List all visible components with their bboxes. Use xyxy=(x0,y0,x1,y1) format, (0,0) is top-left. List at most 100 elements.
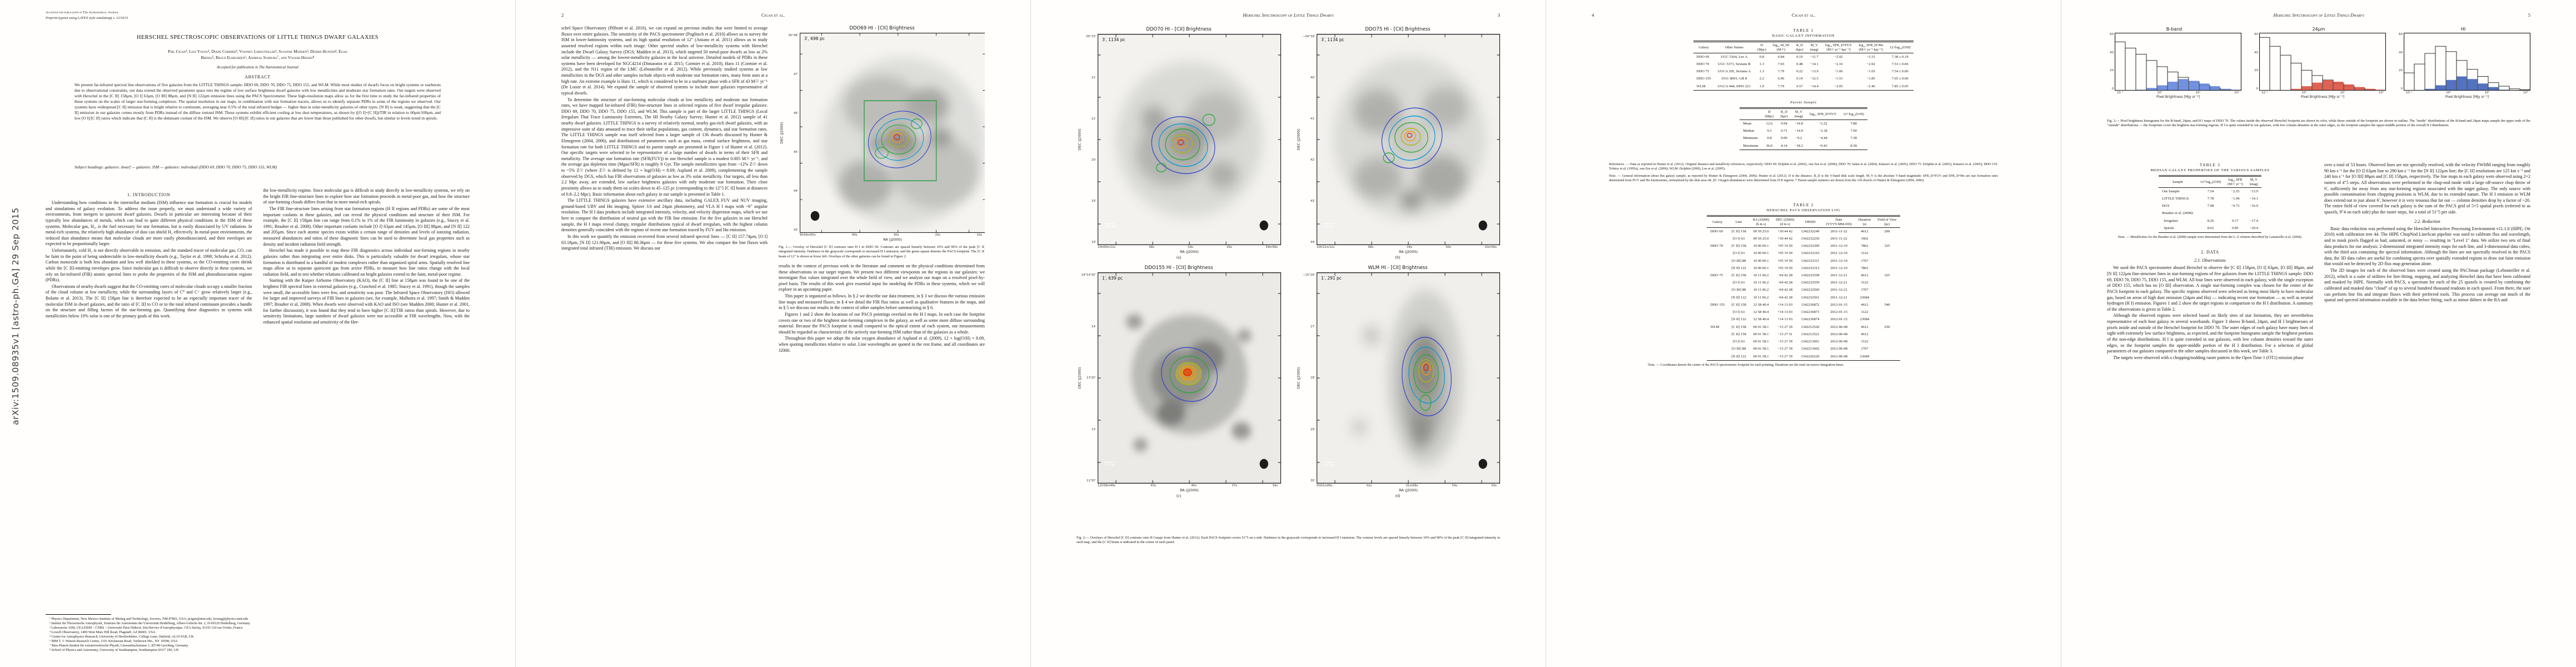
ylabel-text: DEC (J2000) xyxy=(1077,367,1082,389)
page-4: 4 Cigan et al. TABLE 1 Basic Galaxy Info… xyxy=(1546,0,2061,667)
cii-contours xyxy=(1161,347,1218,402)
histogram-bar-inside xyxy=(2220,88,2231,91)
ylabel-text: DEC (J2000) xyxy=(1077,128,1082,151)
table-cell: 2012-06-08 xyxy=(1830,347,1848,351)
table-cell: Maximum xyxy=(1743,143,1758,148)
body-blocks: schel Space Observatory (Pilbratt et al.… xyxy=(561,26,768,252)
table-cell: −1.85 xyxy=(1866,77,1875,81)
panel-c-title: DDO155 HI - [CII] Brightness xyxy=(1144,265,1213,271)
table-cell: 2012-06-08 xyxy=(1830,354,1848,359)
data-section-blocks: 2. DATA 2.1. Observations We used the PACS… xyxy=(2107,245,2313,361)
hist-xlabel: Pixel Brightness [MJy sr⁻¹] xyxy=(2445,95,2489,99)
hi-map-svg xyxy=(1098,34,1281,245)
column-header: M_V (mag) xyxy=(1791,107,1806,121)
table-row: [O I] 63 10 11 06.2 −04 42 28 1342232559 201… xyxy=(1707,280,1900,287)
histogram-bar-inside xyxy=(2488,87,2499,91)
table-cell: [O III] 88 xyxy=(1731,258,1746,263)
axis-tick-label: 10² xyxy=(2378,91,2384,94)
table-cell: 1342236872 xyxy=(1801,302,1820,307)
table-row: [O I] 63 10 00 00.1 +05 19 50 1342232310 201… xyxy=(1707,250,1900,257)
table-cell xyxy=(1874,265,1900,272)
table-cell: 12.6 xyxy=(1766,121,1773,126)
axis-tick-label: 10² xyxy=(2523,91,2528,94)
table-row: Median 9.3 0.71 −14.9 −2.18 7.90 xyxy=(1740,128,1867,135)
axis-tick-label: 59m56s xyxy=(1265,246,1278,249)
axis-tick-label: 54s xyxy=(1452,484,1458,487)
hi-emission-blobs xyxy=(1333,57,1486,220)
table-header-row: D (Mpc) R_D (kpc) M_V (mag) log₁₀ SFR_D^FUV… xyxy=(1740,107,1867,121)
histogram-bar-inside xyxy=(2210,86,2220,91)
table-row: Spirals 8.62 0.85 −20.4 xyxy=(2159,225,2261,232)
figure-3: B-band 60 40 20 0 10⁻¹ 10⁰ 10¹ 10² Pixel Brigh… xyxy=(2107,27,2530,99)
table-cell: 00 01 58.1 xyxy=(1753,332,1769,336)
histogram-bar-inside xyxy=(2354,87,2365,91)
tables-stack: TABLE 1 Basic Galaxy Information Galaxy O… xyxy=(1592,28,2015,368)
cii-contours xyxy=(1151,113,1215,175)
table-cell: 10 11 06.2 xyxy=(1753,281,1769,285)
intro-blocks-2: the low-metallicity regime. Since molecu… xyxy=(263,188,470,326)
axis-tick-label: 12′30″ xyxy=(1087,479,1096,482)
axis-tick-label: 19′ xyxy=(1091,200,1096,203)
table-cell: −2.92 xyxy=(1834,54,1843,59)
table-cell: 2011-12-10 xyxy=(1830,251,1847,256)
table-cell: 540 xyxy=(1884,302,1890,307)
table-cell xyxy=(1874,353,1900,361)
hi-map-wlm: 1′, 291 pc 150 pc xyxy=(1317,272,1500,484)
paragraph: schel Space Observatory (Pilbratt et al.… xyxy=(561,26,768,96)
axis-tick-label: 46′ xyxy=(793,112,798,115)
table-cell: 2.2 xyxy=(1759,77,1765,81)
figure-2-panel-c: DDO155 HI - [CII] Brightness DEC (J2000)… xyxy=(1077,265,1281,498)
table-cell: 2012-06-08 xyxy=(1830,332,1848,336)
table-row: [O I] 63 09 59 25.0 +30 44 42 1342232250 201… xyxy=(1707,235,1900,242)
table-cell: 7.53 ± 0.06 xyxy=(1891,62,1909,66)
hi-map-ddo69: 3′, 698 pc xyxy=(800,33,985,233)
histogram-bar-inside xyxy=(2301,86,2312,91)
hi-map-ddo155: 1′, 639 pc 310 pc xyxy=(1098,272,1281,484)
column-left: 1. INTRODUCTION Understanding how conditi… xyxy=(46,188,252,653)
axis-tick-marks xyxy=(1098,34,1281,245)
table-cell: 1662 xyxy=(1861,236,1869,241)
section-heading: 2. DATA xyxy=(2201,250,2219,255)
footnote: ⁸ School of Physics and Astronomy, Unive… xyxy=(49,648,179,652)
table-cell xyxy=(1874,331,1900,338)
axis-tick-label: 10⁰ xyxy=(2157,91,2163,94)
spacer xyxy=(1592,150,2015,160)
axis-tick-label: 12h58m46s xyxy=(1098,484,1116,487)
table-cell xyxy=(1707,353,1728,361)
table-cell: −1.94 xyxy=(2231,196,2240,201)
axis-tick-label: 20 xyxy=(2254,69,2258,73)
table-cell: UGCA 444, DDO 221 xyxy=(1717,84,1751,88)
figure-2-panel-a: DDO70 HI - [CII] Brightness DEC (J2000) … xyxy=(1077,27,1281,260)
column-header: Field of View (pc) xyxy=(1874,215,1900,228)
axis-tick-label: 30′ xyxy=(1310,479,1315,482)
column-header: 12+log₁₀(O/H) xyxy=(1886,40,1914,54)
table-cell: [N II] 122 xyxy=(1731,317,1746,322)
table-cell: −2.18 xyxy=(1818,129,1827,133)
plot-frame xyxy=(2404,33,2530,91)
table-1-label: TABLE 1 xyxy=(1793,28,1814,33)
column-header: Line xyxy=(1728,215,1750,228)
spacer xyxy=(1592,91,2015,101)
table-row: [O I] 63 12 58 40.4 +14 13 03 1342236873 201… xyxy=(1707,309,1900,316)
column-header: RA (J2000) (h m s) xyxy=(1749,215,1773,228)
paragraph: Understanding how conditions in the inte… xyxy=(46,200,252,247)
axis-tick-label: 44′ xyxy=(793,190,798,193)
axis-tick-label: 14°14′30″ xyxy=(1081,273,1096,277)
table-cell: −15 27 39 xyxy=(1777,347,1793,351)
table-cell: [N II] 122 xyxy=(1731,266,1746,270)
axis-tick-label: 44′ xyxy=(1310,241,1315,244)
table-row: DDO 69 [C II] 158 09 59 25.0 +30 44 42 13422… xyxy=(1707,228,1900,236)
page-number: 3 xyxy=(1497,12,1500,18)
table-2-title: Herschel PACS Observation Log xyxy=(1766,208,1841,212)
figure-1-ylabel: DEC (J2000) xyxy=(779,33,784,233)
table-cell: −04 42 28 xyxy=(1777,288,1793,292)
table-cell: 200 xyxy=(1884,229,1890,233)
hist-plot xyxy=(2404,33,2530,91)
table-cell xyxy=(1707,235,1728,242)
ylabel-text: DEC (J2000) xyxy=(1296,367,1301,389)
table-cell: 2012-06-08 xyxy=(1830,340,1848,344)
table-cell: [O III] 88 xyxy=(1731,288,1746,292)
table-cell: 0.8 xyxy=(1767,136,1772,141)
table-row: DDO 155 UGC 8091, GR 8 2.2 6.96 0.14 −12.5 −1.… xyxy=(1693,76,1914,83)
footnote-rule xyxy=(46,614,111,615)
